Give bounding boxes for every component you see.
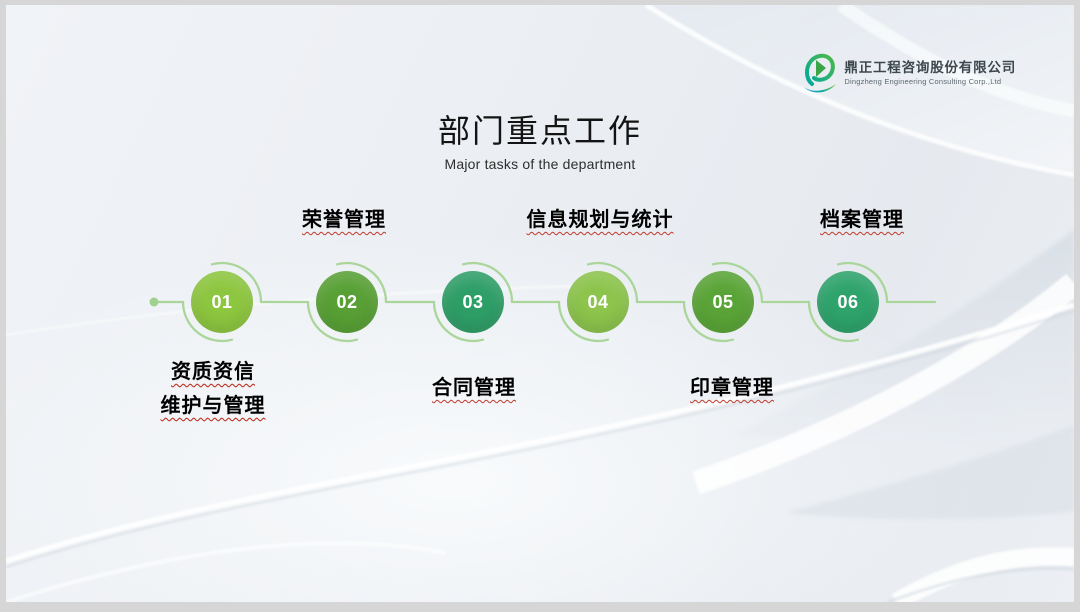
company-logo: 鼎正工程咨询股份有限公司 Dingzheng Engineering Consu…	[803, 51, 1016, 95]
step-circle-05: 05	[692, 271, 754, 333]
step-label-01: 资质资信 维护与管理	[160, 361, 266, 417]
step-number: 03	[462, 291, 484, 312]
company-logo-icon	[804, 53, 837, 93]
step-circle-06: 06	[817, 271, 879, 333]
step-label-05: 印章管理	[690, 377, 774, 399]
step-number: 04	[587, 291, 609, 312]
step-number: 05	[712, 291, 734, 312]
step-circle-02: 02	[316, 271, 378, 333]
step-circle-04: 04	[567, 271, 629, 333]
step-circle-03: 03	[442, 271, 504, 333]
step-label-04: 信息规划与统计	[526, 209, 674, 231]
background-swoosh-graphic	[6, 5, 1074, 602]
process-connector-line	[149, 261, 937, 343]
step-number: 01	[211, 291, 233, 312]
step-circle-01: 01	[191, 271, 253, 333]
step-label-06: 档案管理	[820, 209, 904, 231]
step-label-03: 合同管理	[432, 377, 516, 399]
step-label-02: 荣誉管理	[302, 209, 386, 231]
page-title: 部门重点工作	[437, 113, 642, 149]
step-number: 06	[837, 291, 859, 312]
line-start-dot	[149, 297, 159, 307]
title-block: 部门重点工作 Major tasks of the department	[6, 111, 1074, 173]
company-name-zh: 鼎正工程咨询股份有限公司	[844, 60, 1016, 75]
company-name-en: Dingzheng Engineering Consulting Corp.,L…	[844, 77, 1002, 86]
slide-canvas: 鼎正工程咨询股份有限公司 Dingzheng Engineering Consu…	[6, 5, 1074, 602]
step-number: 02	[336, 291, 358, 312]
page-subtitle: Major tasks of the department	[444, 156, 636, 172]
